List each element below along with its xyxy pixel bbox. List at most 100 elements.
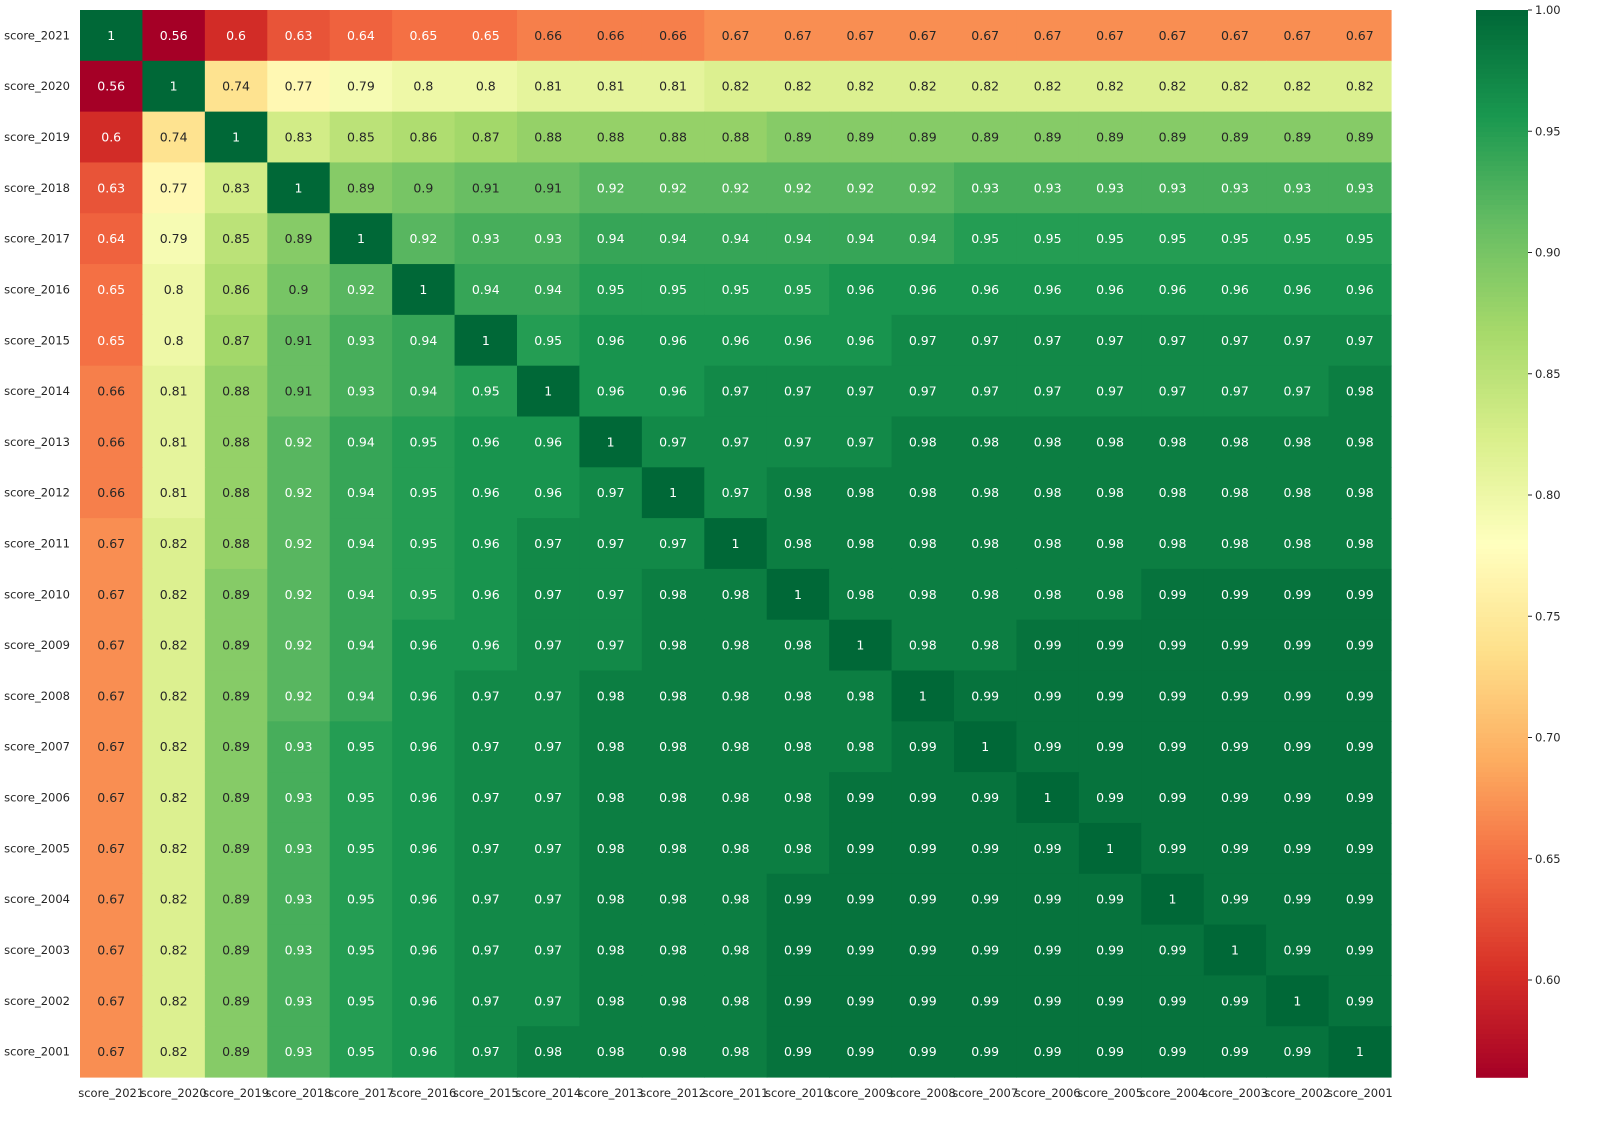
heatmap-cell	[766, 467, 830, 519]
heatmap-cell	[954, 467, 1018, 519]
cell-value-label: 0.98	[722, 1044, 750, 1059]
cell-value-label: 0.92	[846, 180, 874, 195]
heatmap-cell	[1141, 213, 1205, 265]
colorbar-segment	[1476, 126, 1528, 133]
heatmap-cell	[392, 568, 456, 621]
cell-value-label: 0.94	[347, 688, 375, 703]
cell-value-label: 0.93	[347, 333, 375, 348]
heatmap-cell	[1203, 568, 1267, 621]
cell-value-label: 0.99	[1221, 892, 1249, 907]
cell-value-label: 0.92	[659, 180, 687, 195]
cell-value-label: 0.82	[1221, 79, 1249, 94]
heatmap-cell	[204, 568, 268, 621]
heatmap-cell	[329, 162, 393, 214]
cell-value-label: 0.99	[1283, 841, 1311, 856]
heatmap-cell	[454, 619, 518, 672]
colorbar-segment	[1476, 766, 1528, 773]
heatmap-cell	[829, 772, 893, 824]
cell-value-label: 0.82	[160, 841, 188, 856]
colorbar-segment	[1476, 756, 1528, 763]
cell-value-label: 0.85	[347, 130, 375, 145]
colorbar-segment	[1476, 436, 1528, 443]
cell-value-label: 0.96	[409, 841, 437, 856]
heatmap-cell	[204, 10, 268, 62]
colorbar-segment	[1476, 650, 1528, 656]
colorbar-segment	[1476, 29, 1528, 36]
cell-value-label: 0.96	[472, 638, 500, 653]
colorbar-segment	[1476, 669, 1528, 676]
colorbar-segment	[1476, 393, 1528, 399]
cell-value-label: 1	[107, 28, 115, 43]
colorbar-segment	[1476, 427, 1528, 433]
heatmap-cell	[1266, 568, 1330, 621]
heatmap-cell	[641, 60, 705, 113]
cell-value-label: 0.74	[160, 130, 188, 145]
colorbar-segment	[1476, 199, 1528, 205]
colorbar-segment	[1476, 247, 1528, 254]
cell-value-label: 0.98	[1283, 485, 1311, 500]
colorbar-segment	[1476, 267, 1528, 273]
cell-value-label: 0.82	[160, 1044, 188, 1059]
cell-value-label: 0.98	[846, 739, 874, 754]
cell-value-label: 0.96	[534, 485, 562, 500]
heatmap-cell	[1141, 924, 1205, 976]
cell-value-label: 0.97	[472, 1044, 500, 1059]
cell-value-label: 0.99	[1283, 587, 1311, 602]
cell-value-label: 0.95	[1283, 231, 1311, 246]
cell-value-label: 0.94	[472, 282, 500, 297]
colorbar-segment	[1476, 562, 1528, 569]
heatmap-cell	[142, 213, 206, 265]
cell-value-label: 0.97	[1034, 333, 1062, 348]
cell-value-label: 0.98	[659, 790, 687, 805]
heatmap-cell	[454, 924, 518, 976]
cell-value-label: 0.99	[1034, 841, 1062, 856]
heatmap-cell	[829, 111, 893, 164]
cell-value-label: 0.89	[347, 180, 375, 195]
cell-value-label: 0.89	[1221, 130, 1249, 145]
cell-value-label: 0.82	[160, 638, 188, 653]
cell-value-label: 0.83	[222, 180, 250, 195]
heatmap-cell	[454, 822, 518, 875]
cell-value-label: 0.97	[971, 333, 999, 348]
cell-value-label: 0.99	[1096, 892, 1124, 907]
colorbar-segment	[1476, 301, 1528, 307]
colorbar-segment	[1476, 136, 1528, 142]
heatmap-cell	[579, 60, 643, 113]
heatmap-cell	[1016, 213, 1080, 265]
cell-value-label: 0.67	[846, 28, 874, 43]
colorbar-segment	[1476, 48, 1528, 55]
heatmap-cell	[704, 568, 768, 621]
cell-value-label: 0.98	[597, 942, 625, 957]
cell-value-label: 0.88	[222, 485, 250, 500]
heatmap-cell	[1328, 10, 1392, 62]
colorbar-segment	[1476, 155, 1528, 162]
colorbar-segment	[1476, 19, 1528, 26]
cell-value-label: 0.96	[472, 587, 500, 602]
cell-value-label: 0.79	[160, 231, 188, 246]
heatmap-cell	[204, 213, 268, 265]
heatmap-cell	[704, 416, 768, 468]
colorbar-segment	[1476, 596, 1528, 603]
colorbar-segment	[1476, 184, 1528, 191]
cell-value-label: 0.82	[1034, 79, 1062, 94]
cell-value-label: 0.98	[971, 587, 999, 602]
cell-value-label: 0.63	[97, 180, 125, 195]
cell-value-label: 0.96	[846, 333, 874, 348]
heatmap-cell	[1078, 822, 1142, 875]
heatmap-cell	[1203, 416, 1267, 468]
cell-value-label: 0.97	[909, 384, 937, 399]
cell-value-label: 0.81	[597, 79, 625, 94]
heatmap-cell	[704, 619, 768, 672]
cell-value-label: 0.96	[409, 638, 437, 653]
x-tick-label: score_2008	[890, 1086, 956, 1100]
heatmap-cell	[392, 10, 456, 62]
colorbar-segment	[1476, 727, 1528, 734]
heatmap-cell	[392, 772, 456, 824]
heatmap-cell	[1016, 873, 1080, 926]
heatmap-cell	[392, 924, 456, 976]
cell-value-label: 0.65	[97, 333, 125, 348]
heatmap-cell	[891, 772, 955, 824]
cell-value-label: 0.65	[472, 28, 500, 43]
cell-value-label: 0.88	[659, 130, 687, 145]
cell-value-label: 0.56	[160, 28, 188, 43]
